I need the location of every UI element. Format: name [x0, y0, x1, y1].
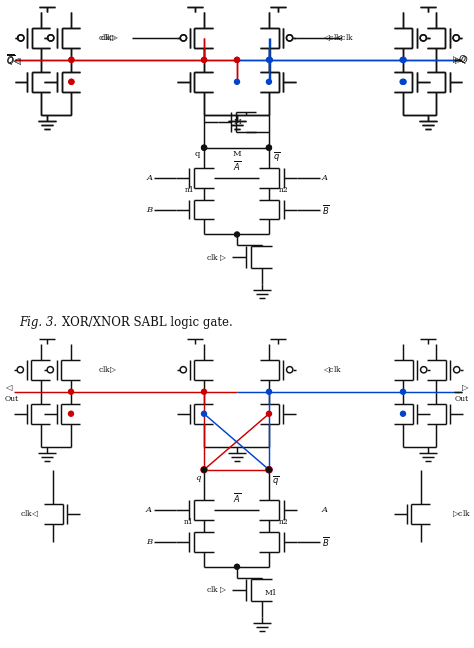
- Circle shape: [235, 79, 239, 84]
- Circle shape: [266, 79, 272, 84]
- Circle shape: [201, 58, 207, 62]
- Text: $\triangleleft$clk: $\triangleleft$clk: [323, 364, 342, 375]
- Text: A: A: [322, 174, 328, 181]
- Circle shape: [400, 58, 405, 62]
- Text: $\overline{q}$: $\overline{q}$: [273, 150, 280, 164]
- Text: n1: n1: [184, 185, 194, 194]
- Circle shape: [267, 58, 273, 62]
- Circle shape: [235, 58, 239, 62]
- Text: A: A: [322, 505, 328, 514]
- Circle shape: [266, 145, 272, 150]
- Circle shape: [201, 58, 207, 62]
- Circle shape: [266, 145, 272, 150]
- Text: $\overline{A}$: $\overline{A}$: [233, 491, 241, 505]
- Circle shape: [69, 411, 73, 416]
- Circle shape: [69, 58, 74, 62]
- Text: $\triangleleft$: $\triangleleft$: [5, 382, 13, 393]
- Text: A: A: [146, 174, 152, 181]
- Circle shape: [235, 564, 239, 569]
- Text: $\overline{B}$: $\overline{B}$: [322, 203, 329, 216]
- Text: $\overline{B}$: $\overline{B}$: [322, 535, 330, 549]
- Circle shape: [69, 79, 74, 84]
- Text: $\overline{Q}$$\triangleleft$: $\overline{Q}$$\triangleleft$: [6, 52, 20, 67]
- Circle shape: [266, 467, 272, 473]
- Text: n1: n1: [184, 518, 194, 526]
- Circle shape: [69, 389, 73, 394]
- Text: n2: n2: [279, 518, 289, 526]
- Circle shape: [400, 79, 405, 84]
- Text: clk$\triangleleft$: clk$\triangleleft$: [20, 508, 39, 519]
- Circle shape: [266, 411, 272, 416]
- Text: $\triangleright$clk: $\triangleright$clk: [452, 508, 471, 519]
- Text: $\triangleleft$clk: $\triangleleft$clk: [335, 32, 354, 43]
- Circle shape: [266, 467, 272, 472]
- Circle shape: [401, 79, 406, 84]
- Circle shape: [69, 58, 74, 62]
- Text: clk $\triangleright$: clk $\triangleright$: [207, 252, 228, 263]
- Circle shape: [201, 467, 207, 473]
- Text: M1: M1: [265, 589, 278, 597]
- Text: B: B: [146, 205, 152, 214]
- Text: Out: Out: [5, 395, 19, 403]
- Circle shape: [401, 389, 405, 394]
- Text: M: M: [233, 150, 241, 157]
- Text: clk $\triangleright$: clk $\triangleright$: [206, 584, 228, 596]
- Circle shape: [201, 389, 207, 394]
- Text: $\triangleright$: $\triangleright$: [461, 382, 469, 393]
- Text: $\overline{Q}$$\triangleleft$: $\overline{Q}$$\triangleleft$: [6, 53, 21, 67]
- Text: clk$\triangleright$: clk$\triangleright$: [100, 32, 119, 43]
- Text: Fig. 3.: Fig. 3.: [19, 316, 57, 329]
- Text: $\overline{q}$: $\overline{q}$: [272, 474, 279, 488]
- Text: M: M: [233, 118, 241, 126]
- Circle shape: [266, 389, 272, 394]
- Text: B: B: [146, 538, 152, 546]
- Text: XOR/XNOR SABL logic gate.: XOR/XNOR SABL logic gate.: [62, 316, 232, 329]
- Circle shape: [401, 411, 405, 416]
- Circle shape: [201, 467, 207, 472]
- Circle shape: [201, 411, 207, 416]
- Text: $\overline{A}$: $\overline{A}$: [233, 159, 241, 172]
- Text: q: q: [195, 150, 200, 157]
- Text: A: A: [146, 505, 152, 514]
- Text: $\triangleleft$clk: $\triangleleft$clk: [323, 32, 342, 43]
- Circle shape: [266, 467, 272, 473]
- Circle shape: [266, 58, 272, 62]
- Text: n2: n2: [279, 185, 289, 194]
- Text: q: q: [196, 474, 201, 481]
- Text: clk$\triangleright$: clk$\triangleright$: [98, 364, 117, 375]
- Circle shape: [235, 232, 239, 237]
- Circle shape: [201, 145, 207, 150]
- Text: Out: Out: [455, 395, 469, 403]
- Text: $\triangleright Q$: $\triangleright Q$: [452, 54, 467, 65]
- Text: clk$\triangleright$: clk$\triangleright$: [98, 32, 118, 43]
- Circle shape: [235, 58, 239, 62]
- Circle shape: [201, 145, 207, 150]
- Circle shape: [401, 58, 406, 62]
- Text: $\triangleright Q$: $\triangleright Q$: [454, 54, 468, 66]
- Circle shape: [69, 79, 74, 84]
